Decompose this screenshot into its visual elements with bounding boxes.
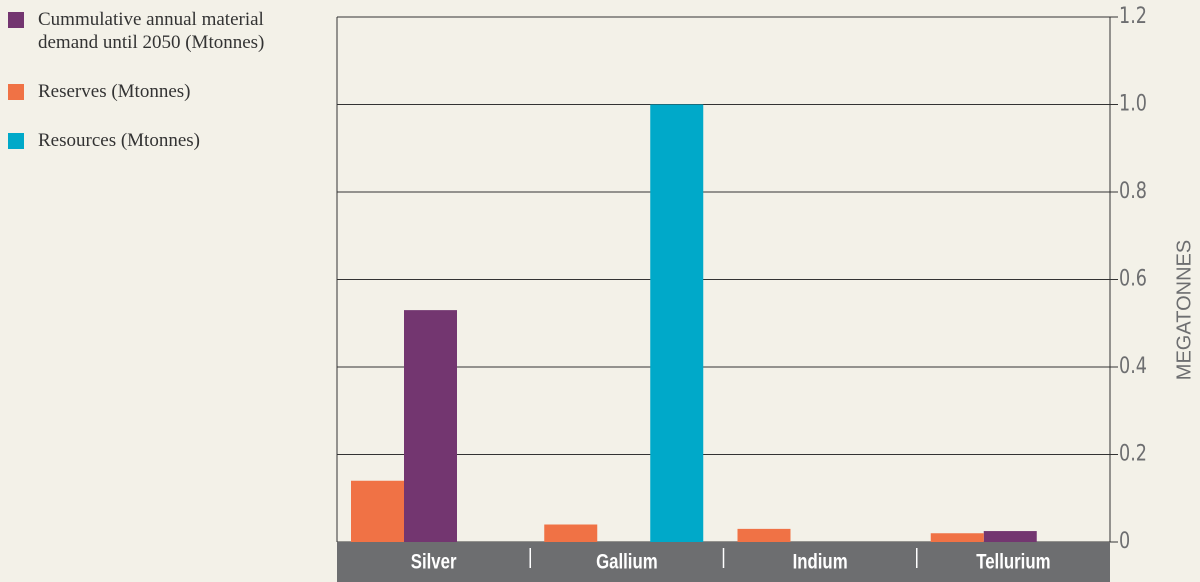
legend-entry: Resources (Mtonnes) [8, 129, 298, 152]
y-tick-label: 0.4 [1119, 353, 1147, 378]
legend-entry: Reserves (Mtonnes) [8, 80, 298, 103]
y-axis-label: MEGATONNES [1173, 240, 1195, 380]
y-tick-label: 0.2 [1119, 441, 1147, 466]
bar [737, 528, 791, 542]
bar [544, 524, 598, 542]
x-tick-label: Indium [793, 551, 848, 574]
bar [930, 533, 984, 542]
legend-label: Cummulative annual material demand until… [38, 9, 265, 53]
y-tick-label: 0 [1119, 528, 1130, 553]
y-tick-label: 1.2 [1119, 3, 1147, 28]
x-tick-label: Silver [411, 551, 457, 574]
y-tick-label: 0.8 [1119, 178, 1147, 203]
x-tick-label: Gallium [596, 551, 658, 574]
legend-label: Resources (Mtonnes) [38, 130, 200, 151]
bar [404, 310, 457, 542]
x-tick-label: Tellurium [976, 551, 1050, 574]
bar [351, 480, 404, 542]
y-tick-label: 1.0 [1119, 91, 1147, 116]
bar [983, 531, 1037, 542]
y-tick-label: 0.6 [1119, 266, 1147, 291]
legend-swatch [8, 133, 24, 149]
legend-swatch [8, 84, 24, 100]
bar [650, 104, 704, 542]
legend-swatch [8, 12, 24, 28]
legend-label: Reserves (Mtonnes) [38, 81, 191, 102]
legend-entry: Cummulative annual material demand until… [8, 8, 298, 54]
legend: Cummulative annual material demand until… [8, 8, 298, 178]
